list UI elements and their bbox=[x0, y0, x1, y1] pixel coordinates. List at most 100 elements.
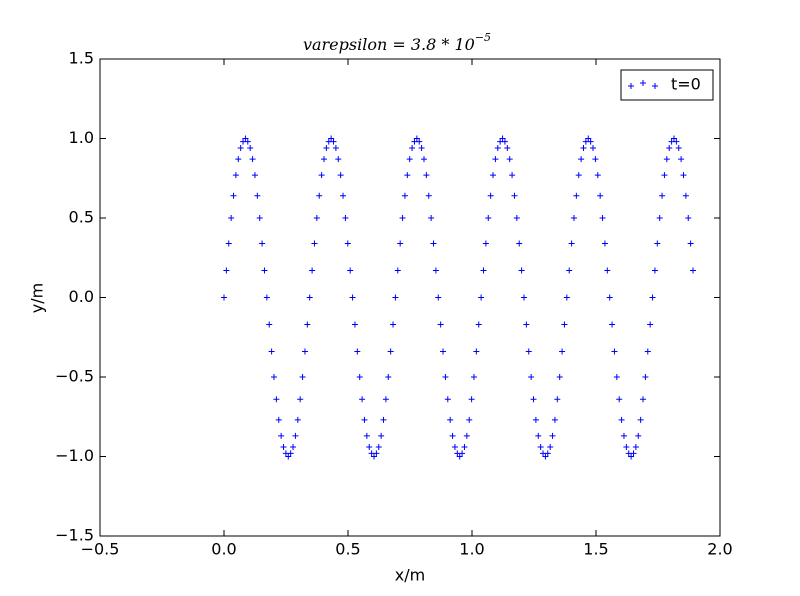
data-point bbox=[382, 396, 389, 403]
data-point bbox=[520, 294, 527, 301]
data-point bbox=[618, 416, 625, 423]
data-point bbox=[685, 215, 692, 221]
data-point bbox=[328, 135, 335, 142]
data-point bbox=[570, 215, 577, 221]
data-point bbox=[478, 294, 485, 301]
data-point bbox=[235, 156, 242, 163]
data-point bbox=[390, 321, 397, 328]
data-point bbox=[480, 267, 487, 274]
data-point bbox=[413, 135, 420, 142]
data-point bbox=[547, 443, 554, 450]
data-point bbox=[416, 138, 423, 145]
data-point bbox=[318, 172, 325, 179]
data-point bbox=[440, 348, 447, 355]
data-point bbox=[380, 416, 387, 423]
data-point bbox=[559, 348, 566, 355]
data-point bbox=[449, 432, 456, 439]
data-point bbox=[647, 321, 654, 328]
data-point bbox=[423, 172, 430, 179]
data-point bbox=[675, 145, 682, 152]
data-point bbox=[249, 156, 256, 163]
data-point bbox=[259, 240, 266, 247]
data-point bbox=[620, 432, 627, 439]
data-point bbox=[451, 443, 458, 450]
data-point bbox=[466, 416, 473, 423]
chart-title: varepsilon = 3.8 * 10−5 bbox=[303, 31, 491, 54]
data-point bbox=[225, 240, 232, 247]
legend-marker bbox=[628, 83, 634, 89]
data-point bbox=[337, 172, 344, 179]
data-point bbox=[680, 172, 687, 179]
data-point bbox=[330, 138, 337, 145]
y-tick-label: −1.5 bbox=[55, 526, 94, 545]
data-point bbox=[611, 348, 618, 355]
data-point bbox=[378, 432, 385, 439]
data-point bbox=[475, 321, 482, 328]
data-point bbox=[566, 267, 573, 274]
data-point bbox=[528, 374, 535, 380]
data-point bbox=[635, 432, 642, 439]
data-point bbox=[511, 192, 518, 199]
data-point bbox=[385, 374, 392, 380]
data-point bbox=[587, 138, 594, 145]
data-point bbox=[509, 172, 516, 179]
data-point bbox=[516, 240, 523, 247]
data-point bbox=[344, 240, 351, 247]
data-point bbox=[280, 443, 287, 450]
data-point bbox=[661, 172, 668, 179]
data-point bbox=[630, 450, 637, 457]
data-point bbox=[599, 215, 606, 221]
data-point bbox=[254, 192, 261, 199]
data-point bbox=[401, 192, 408, 199]
data-point bbox=[361, 416, 368, 423]
data-point bbox=[640, 396, 647, 403]
data-point bbox=[399, 215, 406, 221]
data-point bbox=[313, 215, 320, 221]
data-point bbox=[442, 374, 449, 380]
legend-box bbox=[620, 69, 714, 101]
data-point bbox=[342, 215, 349, 221]
data-point bbox=[306, 294, 313, 301]
data-point bbox=[359, 396, 366, 403]
data-point bbox=[232, 172, 239, 179]
data-point bbox=[592, 156, 599, 163]
data-point bbox=[375, 443, 382, 450]
data-point bbox=[456, 453, 463, 460]
y-tick-label: −0.5 bbox=[55, 367, 94, 386]
data-point bbox=[623, 443, 630, 450]
data-point bbox=[523, 321, 530, 328]
data-point bbox=[518, 267, 525, 274]
data-point bbox=[501, 138, 508, 145]
data-point bbox=[351, 321, 358, 328]
data-point bbox=[532, 416, 539, 423]
data-point bbox=[287, 450, 294, 457]
data-point bbox=[463, 432, 470, 439]
data-point bbox=[506, 156, 513, 163]
data-point bbox=[435, 294, 442, 301]
data-point bbox=[513, 215, 520, 221]
data-point bbox=[285, 453, 292, 460]
data-point bbox=[544, 450, 551, 457]
data-point bbox=[437, 321, 444, 328]
legend-label: t=0 bbox=[671, 75, 701, 94]
data-point bbox=[428, 215, 435, 221]
data-point bbox=[613, 374, 620, 380]
data-point bbox=[304, 321, 311, 328]
data-point bbox=[644, 348, 651, 355]
data-point bbox=[542, 453, 549, 460]
data-point bbox=[340, 192, 347, 199]
data-point bbox=[585, 135, 592, 142]
data-point bbox=[551, 416, 558, 423]
data-point bbox=[632, 443, 639, 450]
data-point bbox=[597, 192, 604, 199]
data-point bbox=[425, 192, 432, 199]
data-point bbox=[459, 450, 466, 457]
data-point bbox=[606, 294, 613, 301]
data-point bbox=[604, 267, 611, 274]
y-tick-label: 0.0 bbox=[69, 287, 94, 306]
data-point bbox=[301, 348, 308, 355]
y-axis-label: y/m bbox=[28, 283, 47, 313]
data-point bbox=[673, 138, 680, 145]
data-point bbox=[656, 215, 663, 221]
